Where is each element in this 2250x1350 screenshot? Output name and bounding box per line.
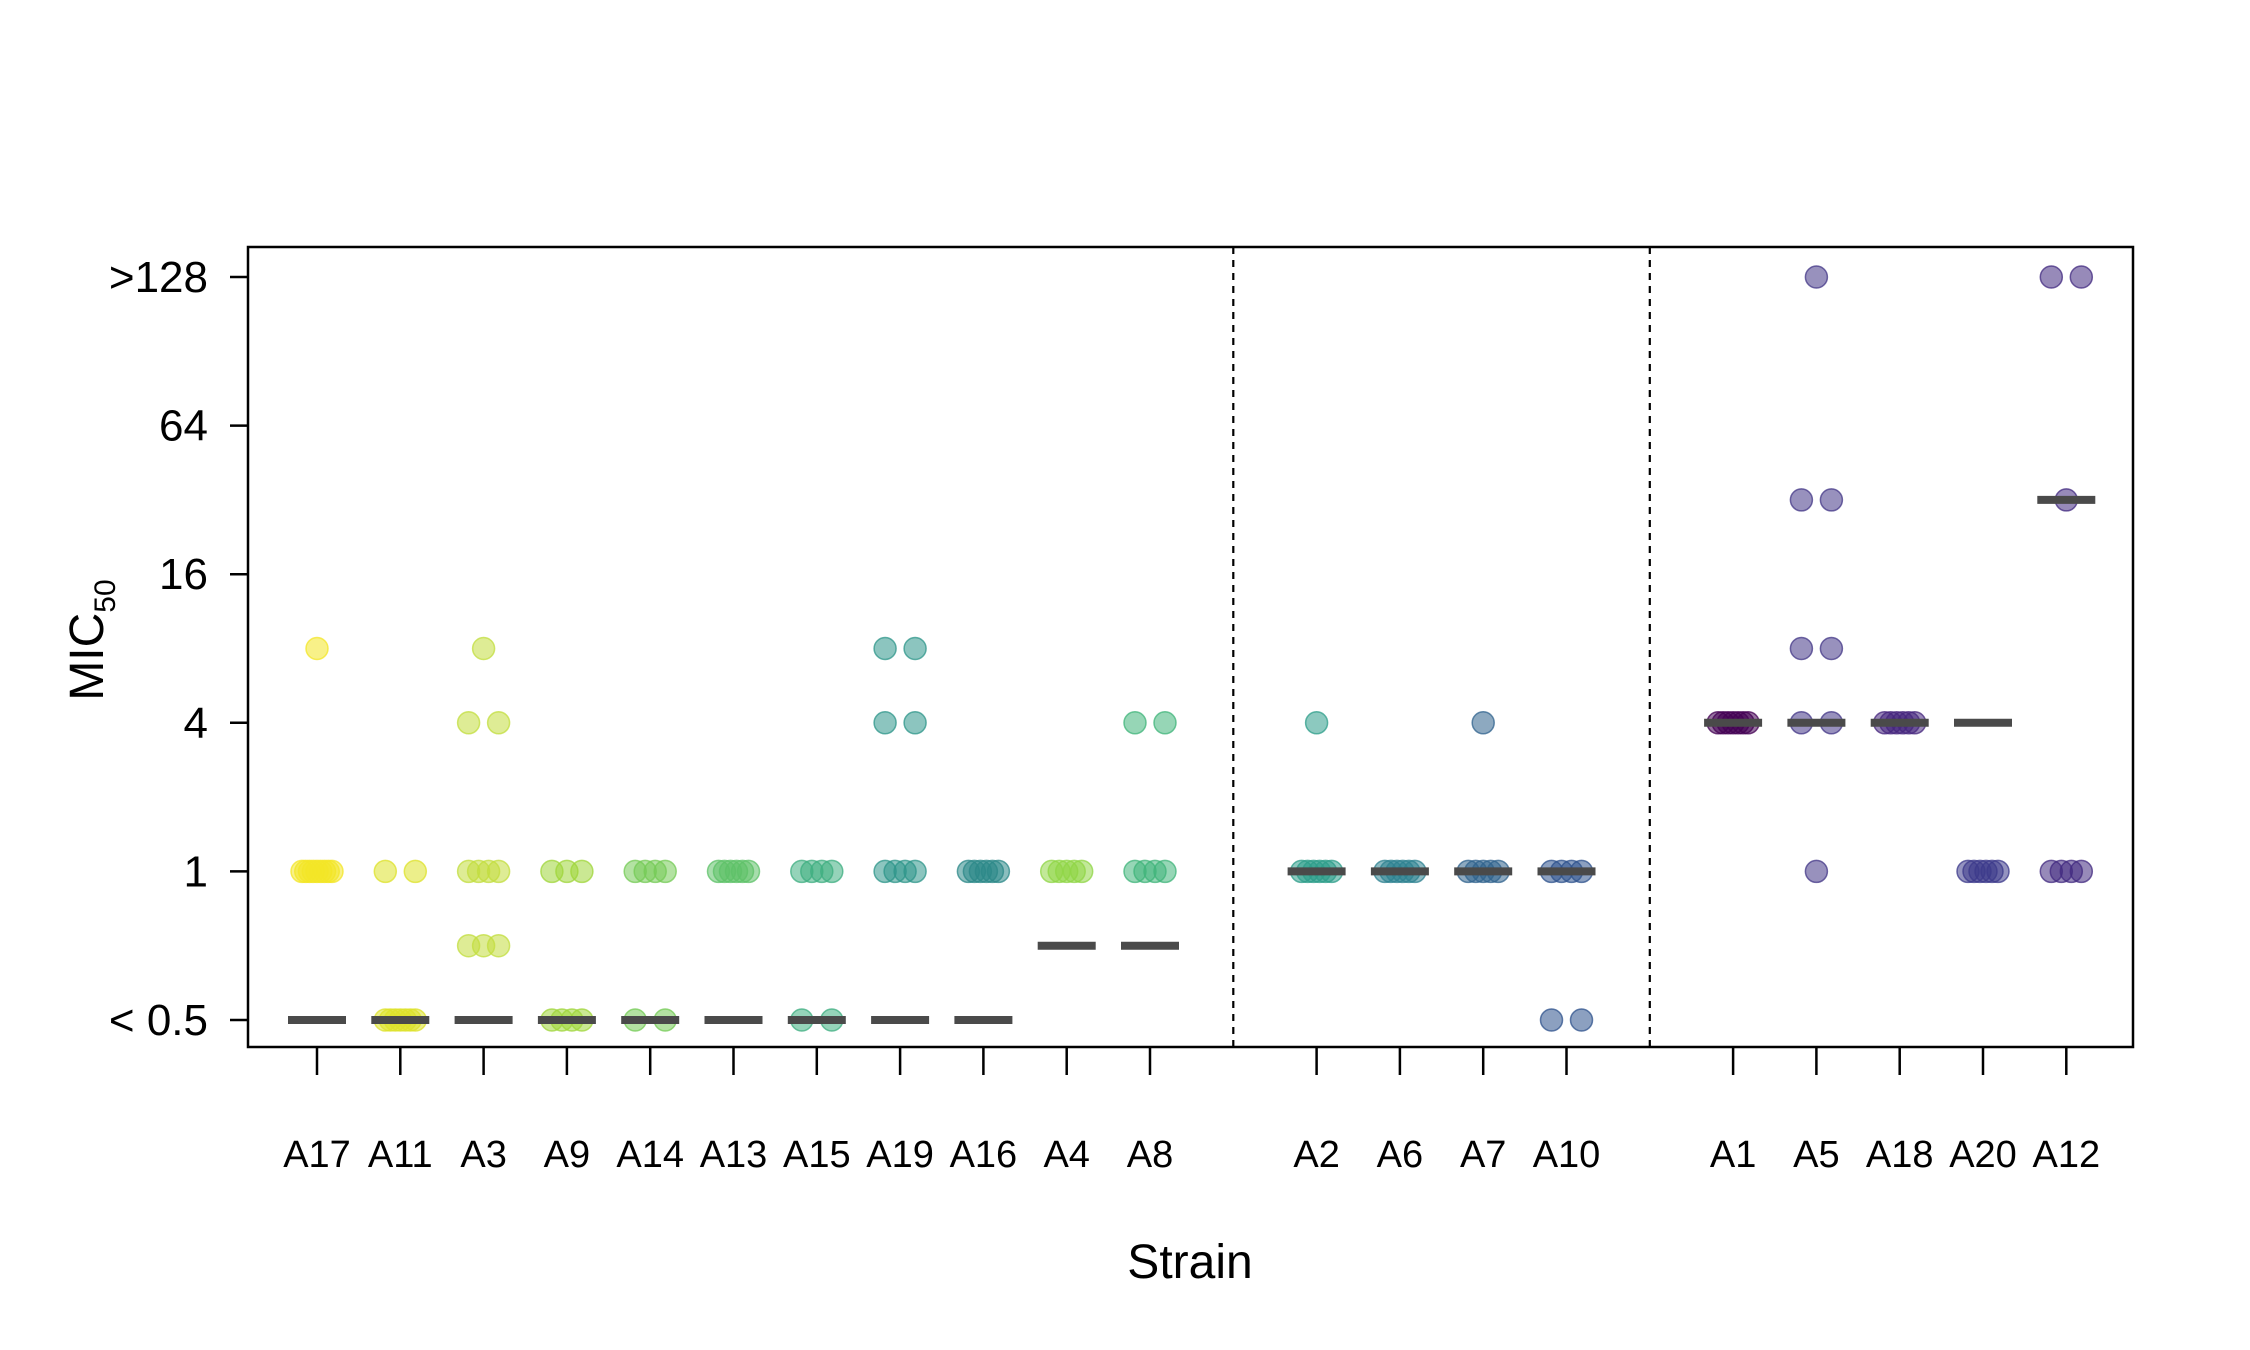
data-point: [1986, 859, 2010, 884]
data-point: [1471, 711, 1495, 735]
data-point: [873, 711, 897, 735]
data-point: [1153, 711, 1177, 735]
data-points: [290, 265, 2094, 1032]
x-tick-label: A10: [1533, 1134, 1601, 1176]
y-tick-label: >128: [109, 253, 208, 302]
y-tick-label: 4: [184, 699, 208, 748]
x-tick-label: A16: [950, 1134, 1018, 1176]
x-tick-label: A17: [283, 1134, 351, 1176]
x-tick-label: A20: [1949, 1134, 2017, 1176]
y-axis-title-subscript: 50: [89, 579, 122, 612]
data-point: [903, 636, 927, 661]
y-axis-title: MIC50: [61, 579, 122, 700]
group-separators: [1232, 247, 1651, 1047]
data-point: [1804, 859, 1829, 884]
data-point: [903, 711, 927, 735]
data-point: [1123, 711, 1147, 735]
x-tick-label: A12: [2032, 1134, 2100, 1176]
data-point: [305, 636, 329, 661]
data-point: [1789, 488, 1814, 512]
data-point: [1789, 636, 1814, 661]
data-point: [486, 711, 511, 735]
data-point: [570, 859, 594, 884]
x-tick-label: A6: [1377, 1134, 1423, 1176]
x-tick-label: A3: [460, 1134, 506, 1176]
x-tick-label: A19: [866, 1134, 934, 1176]
data-point: [903, 859, 927, 884]
data-point: [1569, 1008, 1594, 1032]
data-point: [2039, 265, 2064, 289]
x-axis: A17 A11 A3 A9 A14 A13 A15 A19 A16 A4 A8 A2 A6 A7 A10 A1…: [283, 1047, 2100, 1176]
x-tick-label: A18: [1866, 1134, 1934, 1176]
y-tick-label: < 0.5: [109, 996, 208, 1045]
x-tick-label: A9: [544, 1134, 590, 1176]
data-point: [653, 859, 677, 884]
x-tick-label: A5: [1793, 1134, 1839, 1176]
data-point: [2069, 859, 2094, 884]
y-tick-label: 1: [184, 847, 208, 896]
data-point: [1304, 711, 1329, 735]
x-axis-title: Strain: [1127, 1236, 1252, 1289]
x-tick-label: A11: [368, 1134, 433, 1176]
data-point: [1819, 636, 1844, 661]
data-point: [403, 859, 428, 884]
data-point: [1153, 859, 1177, 884]
data-point: [320, 859, 344, 884]
y-axis-title-main: MIC: [61, 613, 114, 701]
data-point: [986, 859, 1011, 884]
x-tick-label: A1: [1710, 1134, 1756, 1176]
median-bars: [288, 495, 2096, 1024]
data-point: [373, 859, 398, 884]
x-tick-label: A7: [1460, 1134, 1506, 1176]
data-point: [1804, 265, 1829, 289]
data-point: [1539, 1008, 1564, 1032]
data-point: [471, 636, 496, 661]
x-tick-label: A14: [616, 1134, 684, 1176]
y-axis: < 0.5 1 4 16 64 >128: [109, 253, 248, 1045]
data-point: [1069, 859, 1094, 884]
y-tick-label: 16: [159, 550, 208, 599]
data-point: [456, 711, 481, 735]
x-tick-label: A8: [1127, 1134, 1173, 1176]
data-point: [820, 859, 844, 884]
plot-frame: [246, 245, 2135, 1049]
data-point: [1819, 488, 1844, 512]
x-tick-label: A4: [1043, 1134, 1089, 1176]
x-tick-label: A13: [700, 1134, 768, 1176]
x-tick-label: A2: [1293, 1134, 1339, 1176]
data-point: [2069, 265, 2094, 289]
y-tick-label: 64: [159, 402, 208, 451]
x-tick-label: A15: [783, 1134, 851, 1176]
data-point: [486, 933, 511, 958]
data-point: [486, 859, 511, 884]
data-point: [736, 859, 761, 884]
data-point: [873, 636, 897, 661]
